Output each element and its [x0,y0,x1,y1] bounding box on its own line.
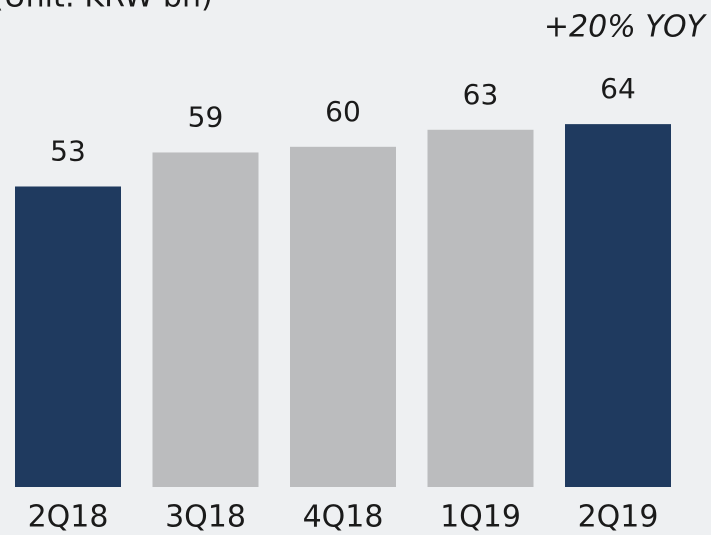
x-tick-label: 2Q18 [28,500,109,535]
bar [290,146,396,488]
value-label: 63 [463,78,499,111]
value-label: 59 [188,100,224,133]
x-tick-label: 1Q19 [440,500,521,535]
value-label: 64 [600,72,636,105]
bar [427,129,534,488]
bar [152,152,259,487]
value-label: 60 [325,95,361,128]
x-tick-label: 3Q18 [165,500,246,535]
annotation: +20% YOY [544,10,708,45]
x-tick-label: 2Q19 [578,500,659,535]
bar [15,186,121,488]
x-tick-label: 4Q18 [303,500,384,535]
chart-title: (Unit: KRW bn) [0,0,213,15]
bar [565,124,671,488]
value-label: 53 [50,134,86,167]
